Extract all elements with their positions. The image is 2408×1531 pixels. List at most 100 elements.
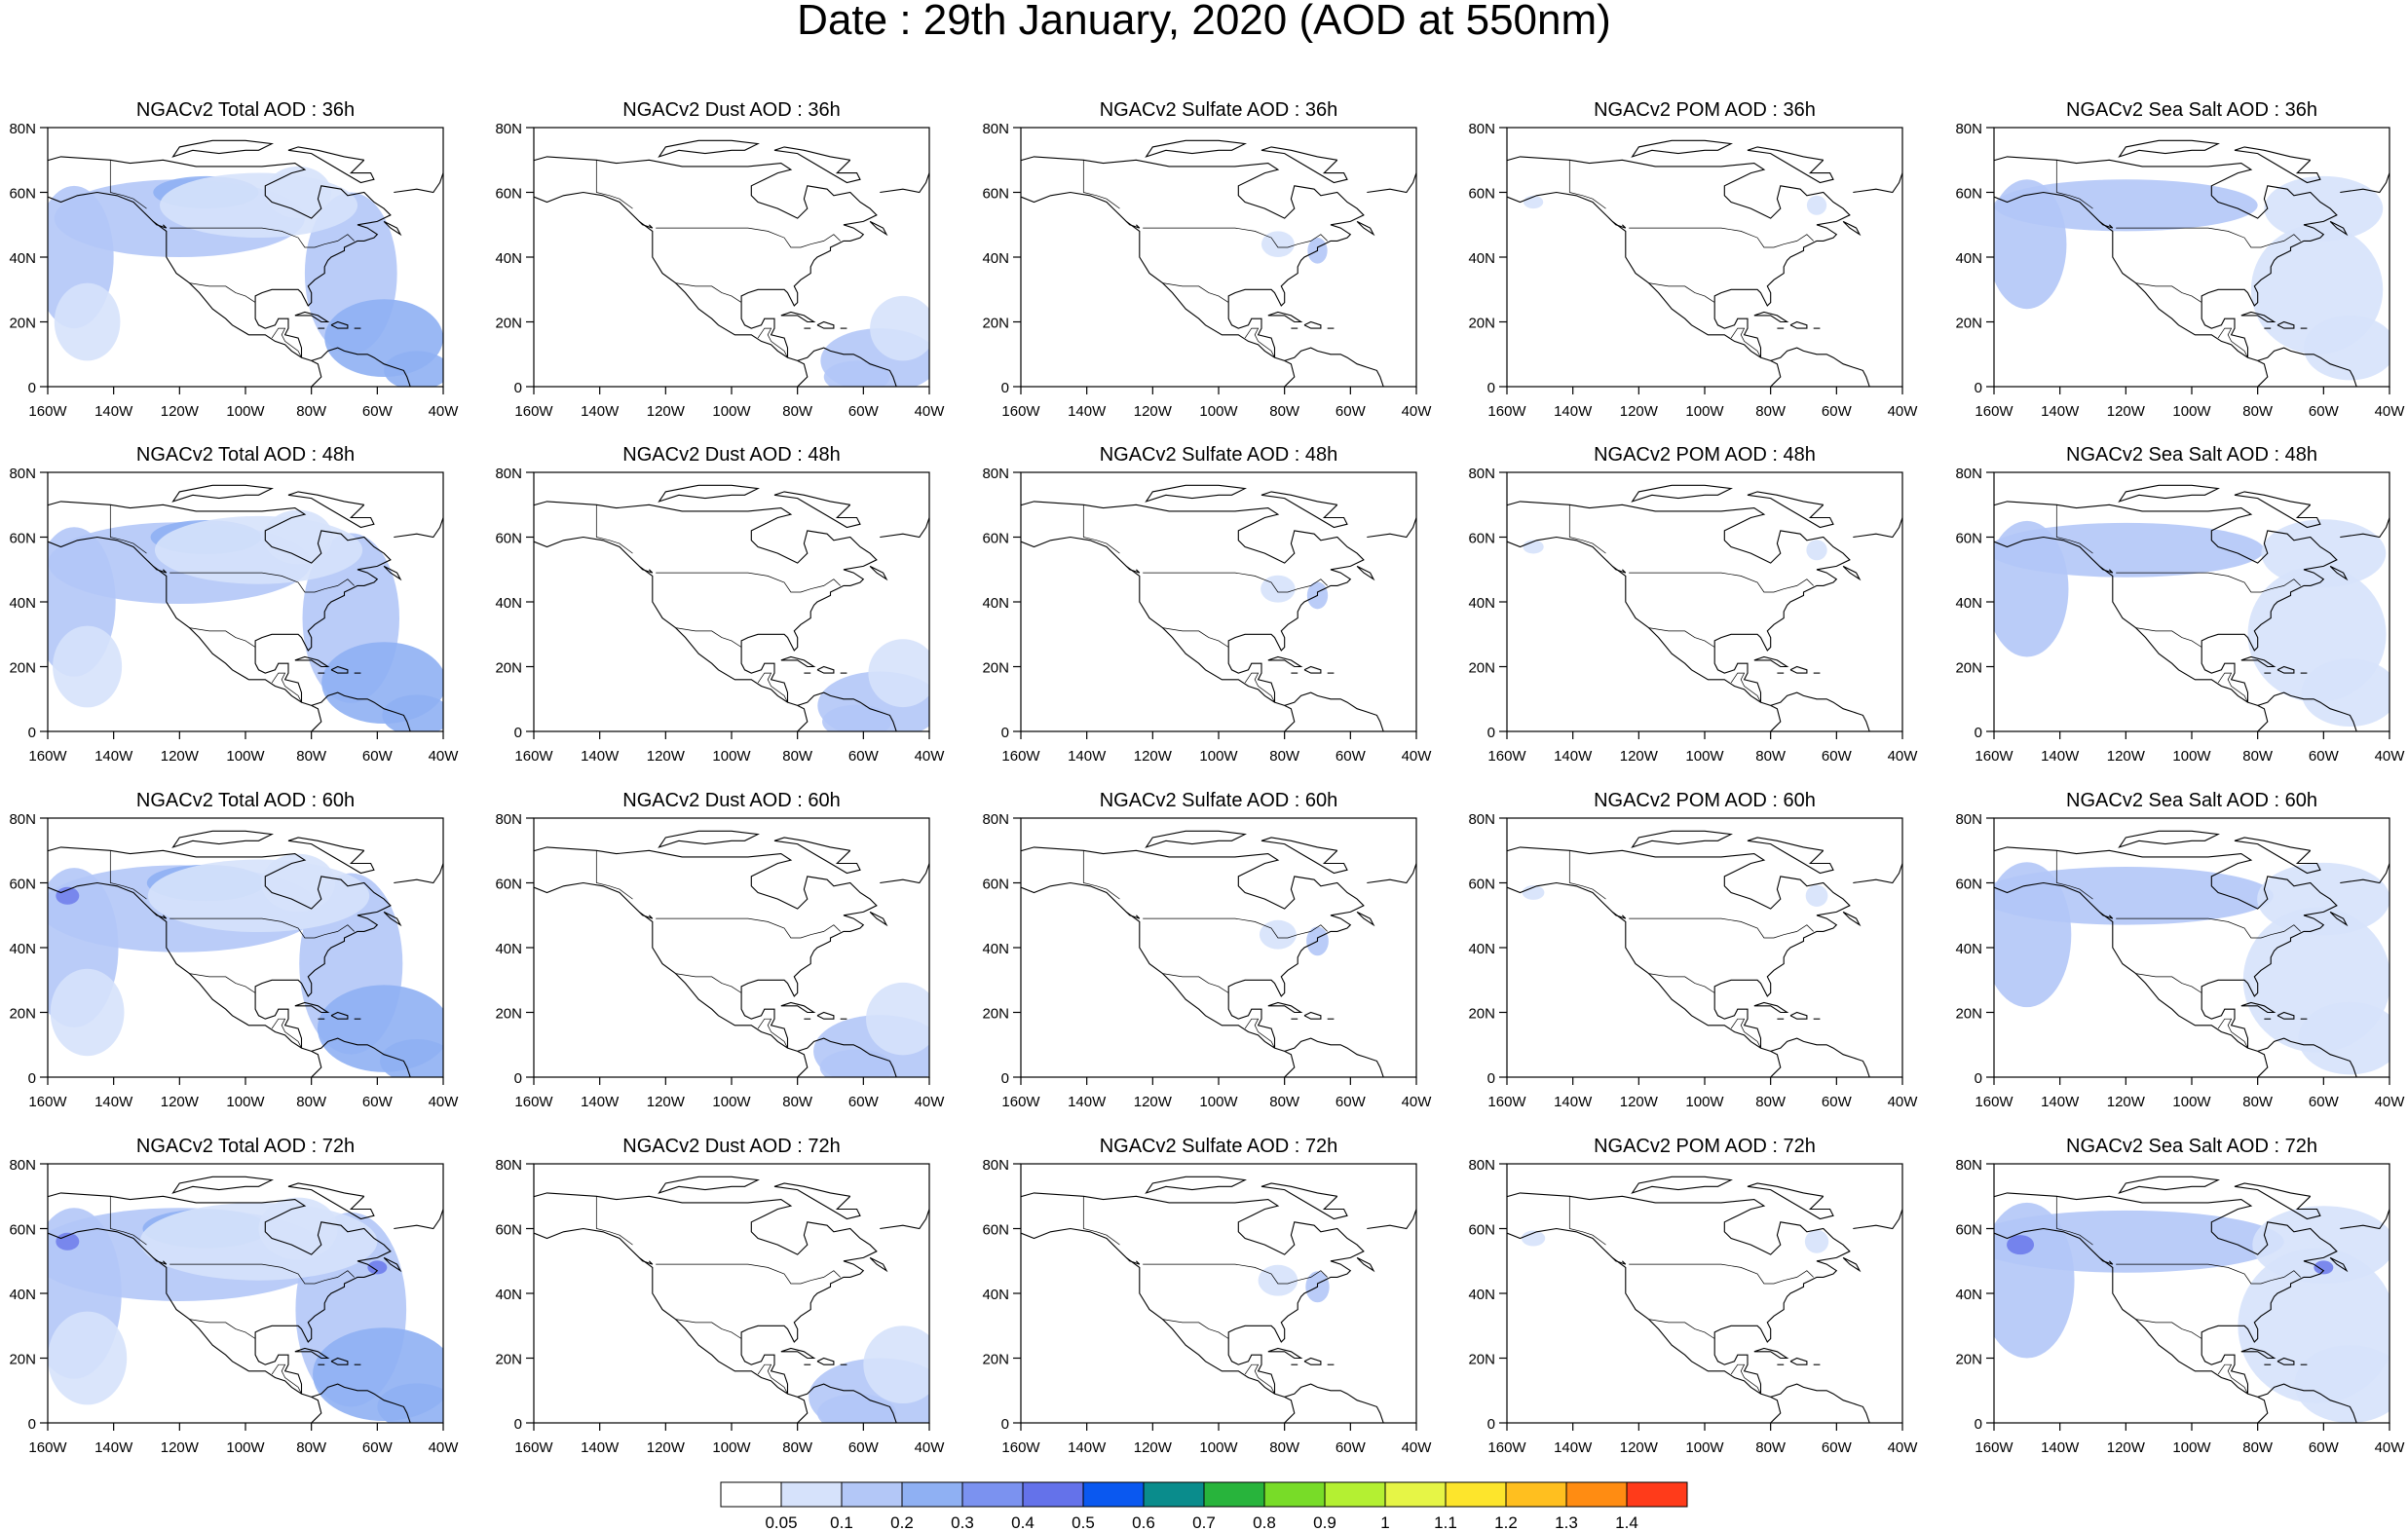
lat-tick-label: 60N: [1468, 877, 1495, 893]
country-border: [2116, 917, 2301, 939]
aerosol-field: [147, 859, 370, 933]
lon-tick-label: 60W: [1336, 1094, 1367, 1110]
coastline: [1260, 837, 1348, 875]
lat-tick-label: 0: [514, 1416, 522, 1433]
country-border: [675, 1319, 742, 1339]
map-panel: NGACv2 Dust AOD : 72h 80N 60N 40N 20N 0 160W 14…: [495, 1136, 945, 1456]
country-border: [169, 572, 355, 593]
coastline: [152, 566, 168, 574]
aerosol-field: [823, 360, 890, 387]
country-border: [2116, 572, 2301, 593]
lat-tick-label: 40N: [495, 250, 522, 267]
lon-tick-label: 120W: [1620, 403, 1659, 420]
lon-tick-label: 120W: [1620, 748, 1659, 765]
coastline: [254, 1338, 303, 1395]
country-border: [757, 1018, 788, 1049]
coastline: [1842, 565, 1862, 581]
lat-tick-label: 60N: [9, 877, 36, 893]
lon-tick-label: 40W: [1402, 748, 1433, 765]
coastline: [534, 501, 878, 652]
coastline: [254, 647, 303, 703]
lat-tick-label: 40N: [1955, 250, 1982, 267]
coastline: [1260, 1182, 1348, 1220]
lat-tick-label: 20N: [9, 1352, 36, 1368]
coastline: [254, 992, 303, 1049]
coastline: [1853, 172, 1902, 194]
coastline: [1227, 302, 1276, 358]
coastline: [1753, 311, 1789, 323]
colorbar-label: 1.3: [1555, 1513, 1578, 1531]
lat-tick-label: 80N: [9, 1157, 36, 1174]
coastline: [311, 691, 411, 731]
panel-title: NGACv2 Dust AOD : 72h: [622, 1136, 840, 1157]
coastline: [869, 565, 888, 581]
coastline: [287, 491, 375, 529]
coastline: [816, 665, 835, 674]
coastline: [1747, 491, 1834, 529]
coastline: [1713, 1338, 1762, 1395]
coastline: [1367, 863, 1416, 884]
coastline: [1284, 1037, 1384, 1077]
lon-tick-label: 140W: [1068, 1439, 1107, 1456]
coastline: [1611, 1257, 1627, 1265]
coastline: [1631, 830, 1733, 848]
figure-title: Date : 29th January, 2020 (AOD at 550nm): [797, 0, 1611, 44]
lat-tick-label: 80N: [1955, 1157, 1982, 1174]
coastline: [311, 1037, 411, 1077]
coastline: [1227, 992, 1276, 1049]
country-border: [595, 160, 633, 209]
lon-tick-label: 40W: [915, 748, 946, 765]
coastline: [1303, 665, 1322, 674]
coastline: [2201, 647, 2249, 703]
lon-tick-label: 160W: [1487, 1439, 1526, 1456]
lat-tick-label: 20N: [1955, 660, 1982, 677]
map-panel: NGACv2 Sea Salt AOD : 72h 80N 60N 40N 20N 0 16…: [1955, 1136, 2405, 1456]
lon-tick-label: 100W: [1199, 1094, 1238, 1110]
panel-title: NGACv2 POM AOD : 36h: [1594, 99, 1816, 121]
lon-tick-label: 40W: [2375, 403, 2406, 420]
map-panel: NGACv2 Total AOD : 36h 80N 60N 40N 20N 0 160W 1…: [9, 99, 459, 420]
lat-tick-label: 0: [1001, 1416, 1009, 1433]
lat-tick-label: 80N: [495, 121, 522, 137]
coastline: [2234, 1182, 2321, 1220]
lon-tick-label: 40W: [1888, 748, 1919, 765]
coastline: [2240, 655, 2276, 668]
aerosol-field: [1259, 919, 1297, 950]
country-border: [1082, 504, 1120, 554]
lon-tick-label: 80W: [2242, 403, 2274, 420]
lon-tick-label: 60W: [362, 748, 394, 765]
country-border: [1244, 1018, 1275, 1049]
lon-tick-label: 80W: [296, 1094, 327, 1110]
country-border: [1082, 850, 1120, 900]
lat-tick-label: 60N: [982, 531, 1009, 547]
country-border: [1568, 160, 1606, 209]
coastline: [2240, 1001, 2276, 1014]
lon-tick-label: 160W: [1001, 1439, 1040, 1456]
lat-tick-label: 80N: [495, 466, 522, 482]
country-border: [656, 1263, 841, 1285]
coastline: [2257, 1037, 2357, 1077]
lon-tick-label: 100W: [2172, 1094, 2211, 1110]
lon-tick-label: 60W: [1822, 1094, 1853, 1110]
country-border: [1730, 1018, 1761, 1049]
coastline: [1507, 191, 1782, 387]
lat-tick-label: 0: [1975, 725, 1982, 741]
coastline: [797, 1037, 897, 1077]
coastline: [1367, 1209, 1416, 1230]
lon-tick-label: 60W: [362, 1094, 394, 1110]
lat-tick-label: 20N: [1955, 1352, 1982, 1368]
coastline: [2098, 912, 2114, 919]
lon-tick-label: 60W: [848, 1094, 880, 1110]
coastline: [394, 863, 443, 884]
aerosol-field: [261, 853, 336, 913]
country-border: [595, 1196, 633, 1246]
coastline: [740, 992, 789, 1049]
lon-tick-label: 140W: [581, 1094, 620, 1110]
coastline: [1267, 655, 1303, 668]
lon-tick-label: 100W: [1199, 1439, 1238, 1456]
coastline: [311, 347, 411, 387]
coastline: [1994, 536, 2269, 731]
country-border: [757, 327, 788, 358]
lon-tick-label: 120W: [1620, 1094, 1659, 1110]
coastline: [1713, 647, 1762, 703]
